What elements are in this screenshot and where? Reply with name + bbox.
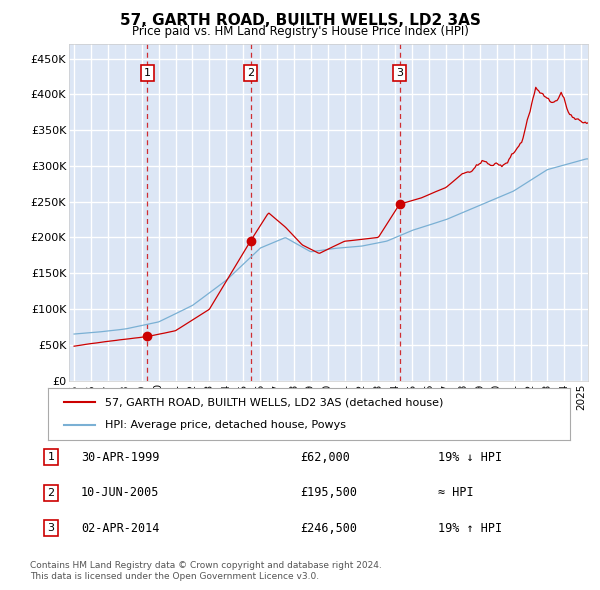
- Text: 57, GARTH ROAD, BUILTH WELLS, LD2 3AS (detached house): 57, GARTH ROAD, BUILTH WELLS, LD2 3AS (d…: [106, 397, 444, 407]
- Text: 1: 1: [144, 68, 151, 78]
- Text: 3: 3: [396, 68, 403, 78]
- Text: £62,000: £62,000: [300, 451, 350, 464]
- Text: HPI: Average price, detached house, Powys: HPI: Average price, detached house, Powy…: [106, 420, 346, 430]
- Text: £246,500: £246,500: [300, 522, 357, 535]
- Text: Contains HM Land Registry data © Crown copyright and database right 2024.: Contains HM Land Registry data © Crown c…: [30, 560, 382, 569]
- Text: This data is licensed under the Open Government Licence v3.0.: This data is licensed under the Open Gov…: [30, 572, 319, 581]
- Text: 2: 2: [47, 488, 55, 497]
- Text: Price paid vs. HM Land Registry's House Price Index (HPI): Price paid vs. HM Land Registry's House …: [131, 25, 469, 38]
- Text: 19% ↑ HPI: 19% ↑ HPI: [438, 522, 502, 535]
- Text: £195,500: £195,500: [300, 486, 357, 499]
- Text: 2: 2: [247, 68, 254, 78]
- Text: ≈ HPI: ≈ HPI: [438, 486, 473, 499]
- Text: 1: 1: [47, 453, 55, 462]
- Text: 02-APR-2014: 02-APR-2014: [81, 522, 160, 535]
- Text: 30-APR-1999: 30-APR-1999: [81, 451, 160, 464]
- Text: 19% ↓ HPI: 19% ↓ HPI: [438, 451, 502, 464]
- Text: 57, GARTH ROAD, BUILTH WELLS, LD2 3AS: 57, GARTH ROAD, BUILTH WELLS, LD2 3AS: [119, 13, 481, 28]
- Text: 10-JUN-2005: 10-JUN-2005: [81, 486, 160, 499]
- Text: 3: 3: [47, 523, 55, 533]
